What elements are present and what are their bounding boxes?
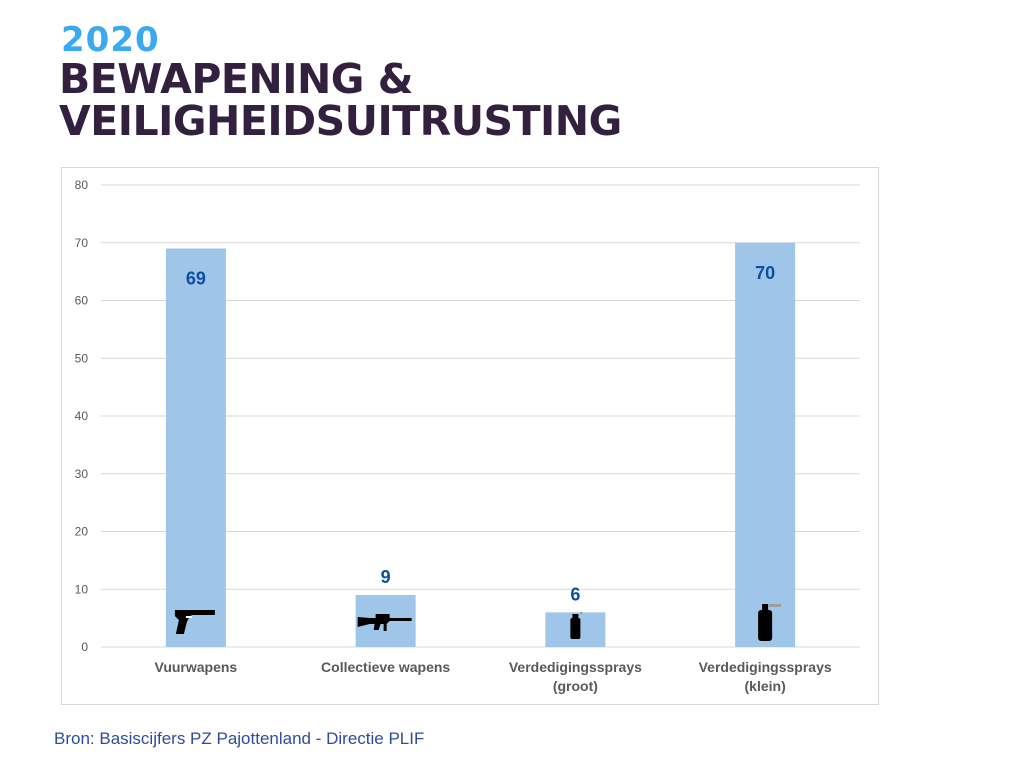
spray-can-body	[570, 618, 581, 639]
source-note: Bron: Basiscijfers PZ Pajottenland - Dir…	[54, 729, 425, 748]
y-tick-label: 40	[75, 409, 89, 423]
chart-container: 0 10 20 30 40 50 60 70 80 69 Vuurwapens 9 Collectiev…	[61, 167, 879, 705]
spray-can-large-icon	[570, 611, 583, 639]
x-tick-label: (klein)	[745, 678, 786, 694]
data-label: 6	[570, 584, 580, 604]
data-label: 69	[186, 269, 206, 289]
x-tick-label: Vuurwapens	[155, 659, 238, 675]
data-label: 9	[381, 567, 391, 587]
x-tick-label: Verdedigingssprays	[699, 659, 832, 675]
spray-mist	[769, 604, 782, 607]
x-tick-label: Verdedigingssprays	[509, 659, 642, 675]
x-tick-label: Collectieve wapens	[321, 659, 450, 675]
y-tick-label: 0	[81, 640, 88, 654]
bar-chart: 0 10 20 30 40 50 60 70 80 69 Vuurwapens 9 Collectiev…	[75, 178, 860, 694]
spray-can-small-icon	[758, 604, 782, 641]
spray-can-cap	[572, 614, 579, 618]
y-tick-label: 60	[75, 294, 89, 308]
pistol-shape	[174, 610, 215, 634]
spray-can-cap	[762, 604, 769, 610]
title-line-1: BEWAPENING &	[59, 55, 413, 103]
title-line-2: VEILIGHEIDSUITRUSTING	[59, 97, 622, 145]
rifle-magazine	[383, 623, 387, 631]
y-tick-label: 30	[75, 467, 89, 481]
page-title: BEWAPENING & VEILIGHEIDSUITRUSTING	[59, 58, 622, 142]
pistol-icon	[174, 610, 215, 634]
bar	[165, 248, 226, 647]
year-heading: 2020	[61, 20, 160, 60]
spray-mist	[580, 611, 583, 615]
x-tick-label: (groot)	[553, 678, 598, 694]
rifle-shape	[357, 614, 412, 630]
bar	[735, 242, 796, 647]
spray-can-body	[758, 610, 773, 641]
y-tick-label: 80	[75, 178, 89, 192]
y-tick-label: 70	[75, 236, 89, 250]
data-label: 70	[755, 263, 775, 283]
rifle-icon	[357, 614, 412, 631]
y-tick-label: 10	[75, 582, 89, 596]
y-tick-label: 20	[75, 525, 89, 539]
y-tick-label: 50	[75, 351, 89, 365]
pistol-trigger-gap	[185, 616, 192, 618]
